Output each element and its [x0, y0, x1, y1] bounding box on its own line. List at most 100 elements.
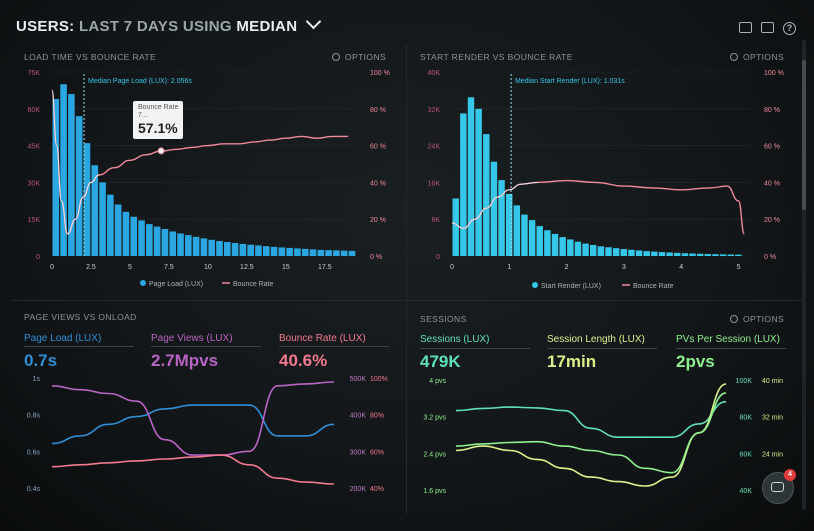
start-render-bar [505, 193, 513, 256]
y-right2-tick: 40 min [762, 378, 783, 385]
bounce-rate-line [451, 179, 745, 235]
page-load-bar [317, 249, 325, 256]
help-icon[interactable]: ? [783, 22, 796, 35]
panel-title-load-time: LOAD TIME VS BOUNCE RATE [24, 52, 157, 62]
y-right-tick: 80 % [370, 107, 386, 114]
dashboard-title[interactable]: USERS: LAST 7 DAYS USING MEDIAN [16, 13, 322, 35]
y-right2-tick: 80% [370, 413, 384, 420]
panel-title-start-render: START RENDER VS BOUNCE RATE [420, 52, 573, 62]
tooltip-label: Bounce Rate [138, 104, 179, 111]
page-load-bar [348, 250, 356, 256]
y-right-tick: 80 % [764, 107, 780, 114]
metric-value-pvs-per-session: 2pvs [676, 352, 715, 371]
metric-label-page-load: Page Load (LUX) [24, 333, 102, 344]
x-tick: 2 [565, 264, 569, 271]
tooltip-sub: 7... [138, 112, 148, 119]
start-render-bar [467, 97, 475, 256]
metric-underline [547, 348, 657, 349]
start-render-bar [658, 252, 666, 256]
y-right-tick: 40 % [370, 180, 386, 187]
start-render-bar [620, 249, 627, 256]
median-start-render-label: Median Start Render (LUX): 1.031s [515, 78, 625, 85]
start-render-bar [559, 237, 566, 256]
y-left-tick: 60K [28, 107, 41, 114]
start-render-bar [696, 253, 704, 256]
options-button-2[interactable]: OPTIONS [730, 52, 784, 62]
y-right-tick: 0 % [764, 254, 776, 261]
y-left-tick: 30K [28, 180, 41, 187]
tooltip-marker [157, 147, 165, 155]
options-button-4[interactable]: OPTIONS [730, 314, 784, 324]
y-left-tick: 2.4 pvs [423, 451, 446, 458]
page-load-bar [340, 250, 348, 256]
scrollbar[interactable] [802, 40, 806, 510]
bounce-rate-line-overlay [51, 89, 99, 235]
y-left-tick: 4 pvs [429, 378, 446, 385]
scrollbar-thumb[interactable] [802, 60, 806, 210]
y-right2-tick: 32 min [762, 415, 783, 422]
y-left-tick: 24K [428, 144, 441, 151]
metric-label-sessions: Sessions (LUX) [420, 334, 490, 345]
chat-button[interactable]: 4 [762, 469, 796, 504]
metric-label-pvs-per-session: PVs Per Session (LUX) [676, 334, 780, 345]
x-tick: 4 [679, 264, 683, 271]
options-button-1[interactable]: OPTIONS [332, 52, 386, 62]
metric-underline [279, 346, 389, 347]
metric-underline [676, 348, 786, 349]
legend-start-render: Start Render (LUX) [541, 283, 601, 290]
metric-underline [420, 348, 530, 349]
page-load-bar [262, 246, 270, 256]
panel-divider-horizontal [12, 300, 802, 301]
page-load-bar [83, 143, 91, 256]
page-load-bar [107, 194, 114, 256]
start-render-bar [735, 254, 742, 256]
page-load-bar [114, 204, 122, 256]
page-load-bar [216, 241, 223, 256]
start-render-bar [597, 246, 605, 256]
image-icon[interactable] [761, 22, 774, 33]
metric-value-sessions: 479K [420, 352, 461, 371]
y-right-tick: 60 % [764, 144, 780, 151]
start-render-bar [666, 252, 673, 256]
x-tick: 15 [282, 264, 290, 271]
page-load-bar [294, 248, 301, 256]
metric-label-page-views: Page Views (LUX) [151, 333, 233, 344]
y-left-tick: 45K [28, 144, 41, 151]
chevron-down-icon[interactable] [305, 13, 322, 30]
start-render-bar [483, 134, 490, 256]
y-right-tick: 0 % [370, 254, 382, 261]
y-left-tick: 8K [431, 217, 440, 224]
page-load-bar [130, 216, 138, 256]
start-render-bar [605, 247, 612, 256]
x-tick: 1 [507, 264, 511, 271]
page-load-bar [91, 165, 99, 256]
start-render-bar [712, 254, 719, 256]
start-render-bar [727, 254, 734, 256]
page-load-bar [231, 242, 239, 256]
metric-value-page-load: 0.7s [24, 351, 58, 370]
series-line-0 [455, 400, 727, 439]
y-left-tick: 15K [28, 217, 41, 224]
page-load-bar [161, 229, 169, 256]
chart2-legend: Start Render (LUX) Bounce Rate [532, 282, 674, 290]
page-load-bar [169, 231, 177, 256]
monitor-icon[interactable] [739, 22, 752, 33]
y-left-tick: 32K [428, 107, 441, 114]
y-right-tick: 300K [350, 449, 367, 456]
x-tick: 0 [450, 264, 454, 271]
start-render-bar [452, 198, 459, 256]
start-render-bar [490, 161, 498, 256]
title-prefix: USERS: [16, 18, 75, 35]
start-render-bar [704, 254, 712, 256]
page-load-bar [192, 236, 200, 256]
title-range: LAST 7 DAYS [78, 18, 179, 35]
page-load-bar [185, 235, 192, 256]
metric-underline [24, 346, 134, 347]
metric-underline [151, 346, 261, 347]
x-tick: 3 [622, 264, 626, 271]
page-load-bar [138, 220, 145, 256]
x-tick: 17.5 [318, 264, 332, 271]
bounce-rate-tooltip: Bounce Rate 7... 57.1% [133, 101, 184, 139]
series-line-0 [51, 404, 335, 445]
